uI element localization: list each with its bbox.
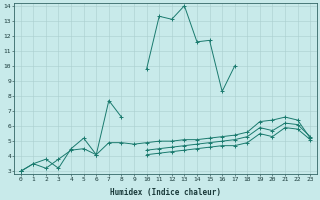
X-axis label: Humidex (Indice chaleur): Humidex (Indice chaleur) bbox=[110, 188, 221, 197]
